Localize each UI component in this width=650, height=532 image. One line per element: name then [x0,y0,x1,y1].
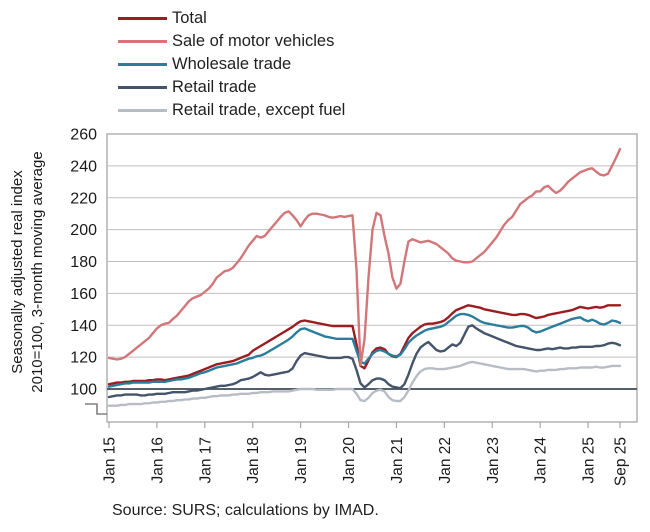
series-line-retail-trade-except-fuel [107,360,622,407]
plot-border [106,133,638,423]
series-line-sale-of-motor-vehicles [107,147,622,367]
y-axis-tick-label: 260 [70,127,97,144]
y-axis-title: Seasonally adjusted real index 2010=100,… [8,112,50,432]
y-axis-tick-label: 120 [70,350,97,367]
legend-swatch [118,109,167,112]
legend-item-label: Sale of motor vehicles [172,32,335,50]
y-axis-tick-label: 160 [70,286,97,303]
legend-item: Total [118,7,345,30]
legend-item-label: Retail trade, except fuel [172,101,346,119]
axis-break-icon [85,403,107,415]
legend-item-label: Wholesale trade [172,55,292,73]
y-axis-tick-label: 240 [70,158,97,175]
legend-item: Wholesale trade [118,53,345,76]
x-axis-tick-label: Jan 16 [149,437,166,484]
series-line-wholesale-trade [107,312,622,388]
x-axis-tick-label: Jan 20 [341,437,358,484]
y-axis-tick-label: 180 [70,254,97,271]
series-line-total [107,304,622,386]
y-axis-title-line2: 2010=100, 3-month moving average [29,151,46,393]
series-line-retail-trade [107,324,622,399]
legend-item: Retail trade, except fuel [118,99,345,122]
legend-item: Retail trade [118,76,345,99]
x-axis-tick-label: Jan 15 [102,437,119,484]
legend-swatch [118,63,167,66]
x-axis-tick-label: Jan 18 [245,437,262,484]
x-axis-tick-label: Jan 22 [437,437,454,484]
x-axis-tick-label: Jan 24 [533,437,550,484]
x-axis-tick-label: Jan 25 [581,437,598,484]
x-axis-tick-label: Sep 25 [613,437,630,486]
source-note: Source: SURS; calculations by IMAD. [112,502,379,519]
x-axis-tick-label: Jan 19 [293,437,310,484]
y-axis-title-line1: Seasonally adjusted real index [9,170,26,374]
legend-item: Sale of motor vehicles [118,30,345,53]
x-axis-tick-label: Jan 23 [485,437,502,484]
y-axis-tick-label: 200 [70,222,97,239]
y-axis-tick-label: 140 [70,318,97,335]
y-axis-tick-label: 220 [70,190,97,207]
x-axis-tick-label: Jan 21 [389,437,406,484]
legend-item-label: Retail trade [172,78,257,96]
y-axis-tick-label: 100 [70,382,97,399]
legend-item-label: Total [172,9,207,27]
legend-swatch [118,86,167,89]
legend-swatch [118,40,167,43]
x-axis-tick-label: Jan 17 [197,437,214,484]
legend: Total Sale of motor vehicles Wholesale tra… [118,7,345,122]
legend-swatch [118,17,167,20]
